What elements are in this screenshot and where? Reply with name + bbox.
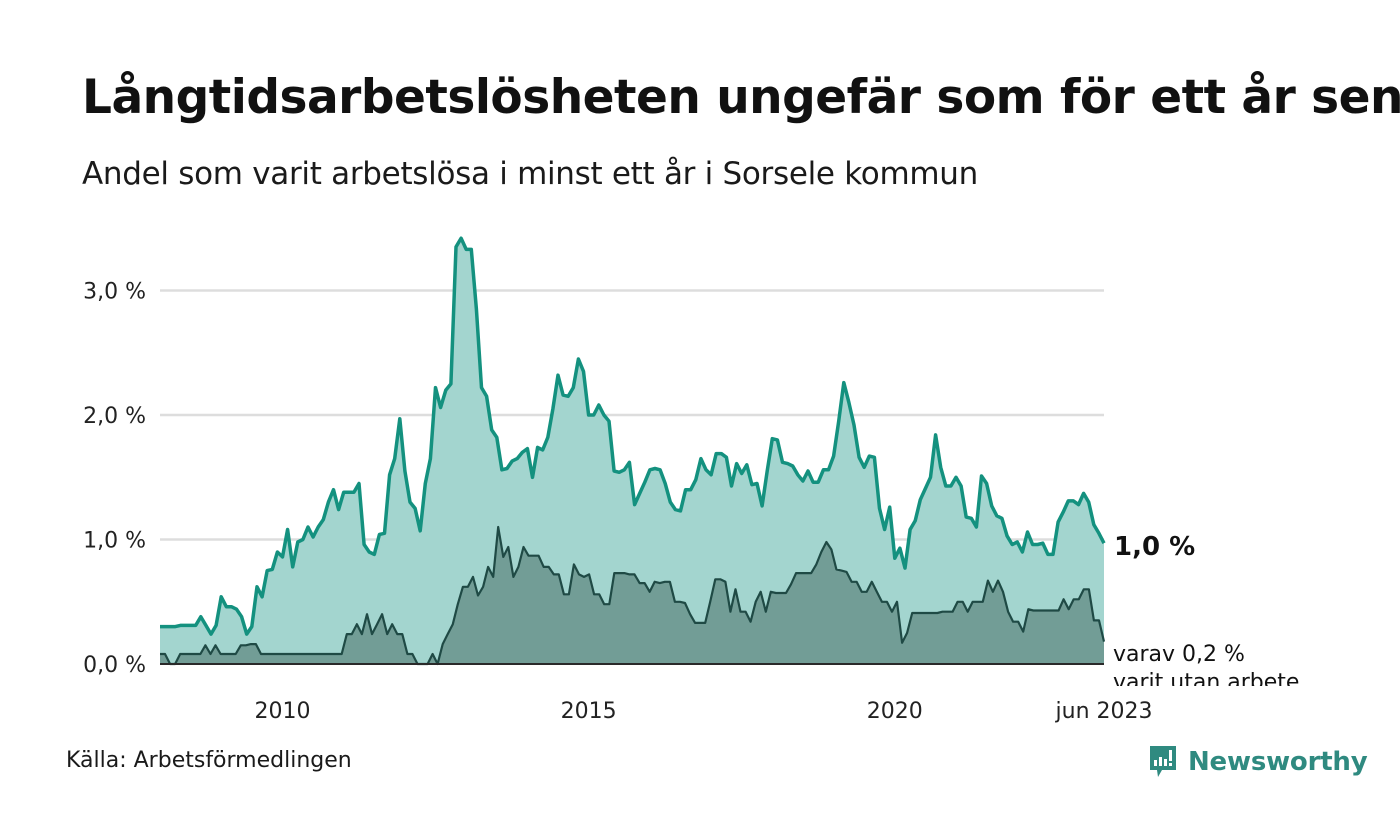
line-total <box>160 236 1106 636</box>
axis-layer: 0,0 % 1,0 % 2,0 % 3,0 % 2010 2015 2020 jun 2023 <box>83 280 1152 725</box>
label-layer: 1,0 % varav 0,2 % varit utan arbete <box>1113 532 1299 695</box>
source-note: Källa: Arbetsförmedlingen <box>66 748 352 773</box>
newsworthy-logo[interactable]: Newsworthy <box>1148 744 1368 780</box>
line-without-work <box>160 525 1106 666</box>
end-label-sub-group: varav 0,2 % varit utan arbete <box>1113 642 1299 695</box>
brand-name: Newsworthy <box>1188 747 1368 777</box>
x-tick-label: 2020 <box>867 699 923 724</box>
area-total <box>160 238 1104 664</box>
end-label-sub-line2: varit utan arbete <box>1113 670 1299 695</box>
y-tick-label: 0,0 % <box>83 653 146 678</box>
area-without-work <box>160 527 1104 664</box>
y-tick-label: 3,0 % <box>83 280 146 305</box>
newsworthy-logo-icon <box>1150 746 1176 777</box>
x-tick-label: jun 2023 <box>1055 699 1153 724</box>
chart-subtitle: Andel som varit arbetslösa i minst ett å… <box>82 156 978 192</box>
x-tick-label: 2015 <box>561 699 617 724</box>
y-tick-label: 2,0 % <box>83 404 146 429</box>
end-label-sub-line1: varav 0,2 % <box>1113 642 1245 667</box>
area-layer <box>160 236 1106 666</box>
end-label-total: 1,0 % <box>1114 532 1195 562</box>
chart-title: Långtidsarbetslösheten ungefär som för e… <box>82 70 1400 125</box>
y-tick-label: 1,0 % <box>83 529 146 554</box>
x-tick-label: 2010 <box>254 699 310 724</box>
